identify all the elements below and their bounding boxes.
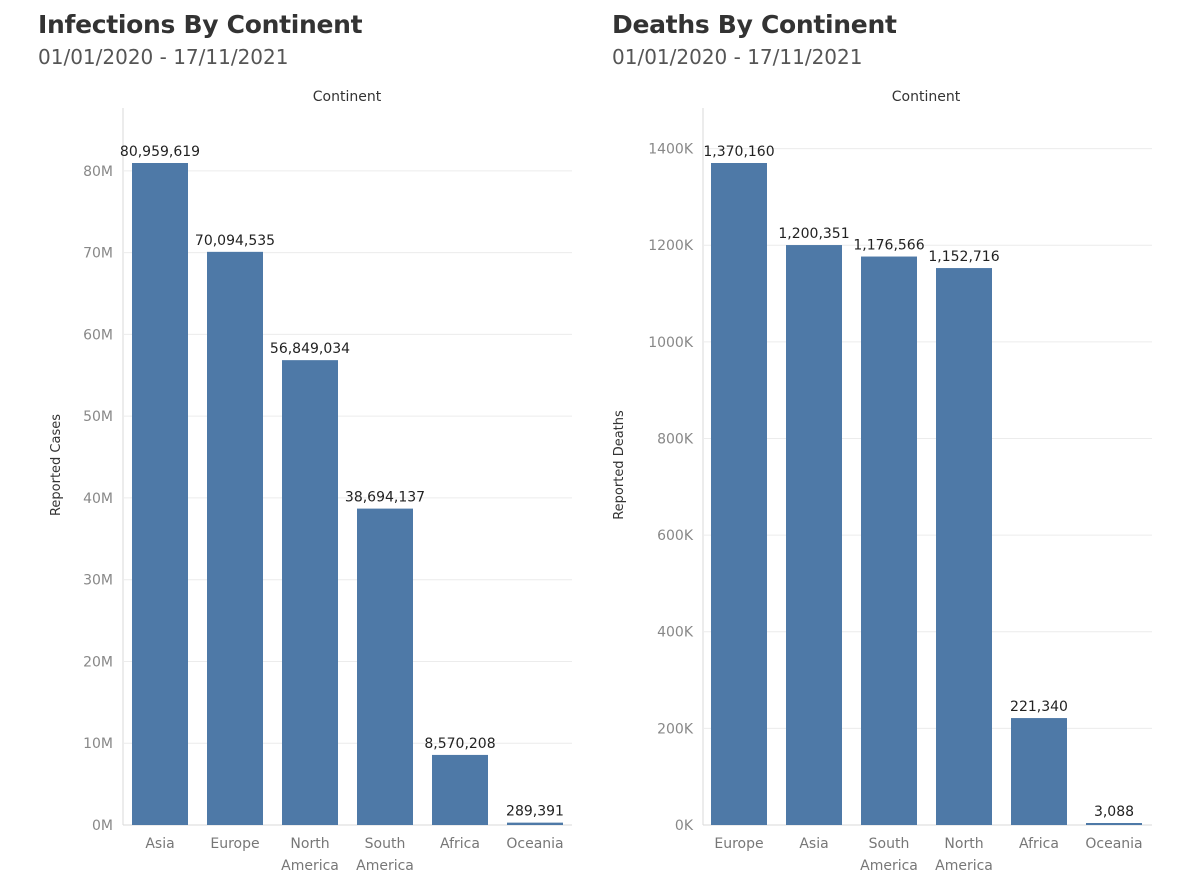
y-tick-label: 600K	[657, 528, 694, 544]
chart-title-deaths: Deaths By Continent	[612, 10, 897, 39]
bar	[1011, 718, 1067, 825]
x-tick-label: South	[365, 836, 406, 852]
chart-subtitle-infections: 01/01/2020 - 17/11/2021	[38, 45, 289, 69]
y-tick-label: 1000K	[648, 335, 694, 351]
column-header: Continent	[892, 89, 961, 105]
bar	[432, 754, 488, 825]
data-label: 289,391	[506, 804, 564, 820]
data-label: 1,176,566	[853, 238, 924, 254]
x-tick-label: Europe	[210, 836, 259, 852]
y-tick-label: 80M	[83, 164, 113, 180]
chart-subtitle-deaths: 01/01/2020 - 17/11/2021	[612, 45, 863, 69]
x-tick-label: Africa	[1019, 836, 1059, 852]
bar	[132, 163, 188, 825]
bar	[711, 163, 767, 825]
x-tick-label: Europe	[714, 836, 763, 852]
x-tick-label: Asia	[799, 836, 828, 852]
x-tick-label: North	[944, 836, 983, 852]
y-axis-label: Reported Cases	[49, 414, 64, 516]
bar	[1086, 823, 1142, 825]
y-tick-label: 400K	[657, 625, 694, 641]
bar	[357, 508, 413, 825]
y-tick-label: 1200K	[648, 238, 694, 254]
x-tick-label: North	[290, 836, 329, 852]
y-tick-label: 10M	[83, 736, 113, 752]
x-tick-label: America	[935, 858, 993, 874]
y-tick-label: 0M	[92, 818, 113, 834]
y-tick-label: 60M	[83, 327, 113, 343]
bar	[861, 256, 917, 825]
y-tick-label: 50M	[83, 409, 113, 425]
y-tick-label: 1400K	[648, 142, 694, 158]
data-label: 1,370,160	[703, 144, 774, 160]
infections-bar-chart: Continent 0M 10M 20M 30M 40M 50M 60M 70M 80M Repor…	[49, 89, 572, 874]
y-tick-label: 0K	[675, 818, 694, 834]
y-tick-label: 30M	[83, 573, 113, 589]
data-label: 1,152,716	[928, 249, 999, 265]
y-tick-label: 800K	[657, 431, 694, 447]
x-tick-label: Oceania	[506, 836, 563, 852]
column-header: Continent	[313, 89, 382, 105]
data-label: 80,959,619	[120, 144, 200, 160]
y-tick-label: 200K	[657, 721, 694, 737]
bar	[507, 822, 563, 825]
data-label: 1,200,351	[778, 226, 849, 242]
x-tick-label: South	[869, 836, 910, 852]
y-axis-label: Reported Deaths	[612, 410, 627, 520]
x-tick-label: America	[281, 858, 339, 874]
bar	[282, 360, 338, 825]
bar	[786, 245, 842, 825]
bar	[936, 268, 992, 825]
x-tick-label: Africa	[440, 836, 480, 852]
data-label: 3,088	[1094, 804, 1134, 820]
data-label: 56,849,034	[270, 341, 350, 357]
chart-title-infections: Infections By Continent	[38, 10, 363, 39]
deaths-bar-chart: Continent 0K 200K 400K 600K 800K 1000K 1200K 140…	[612, 89, 1152, 874]
y-tick-label: 70M	[83, 246, 113, 262]
y-tick-label: 40M	[83, 491, 113, 507]
x-tick-label: America	[356, 858, 414, 874]
data-label: 221,340	[1010, 699, 1068, 715]
x-tick-label: Asia	[145, 836, 174, 852]
y-tick-label: 20M	[83, 654, 113, 670]
data-label: 70,094,535	[195, 233, 275, 249]
x-tick-label: America	[860, 858, 918, 874]
bar	[207, 251, 263, 825]
data-label: 8,570,208	[424, 736, 495, 752]
x-tick-label: Oceania	[1085, 836, 1142, 852]
data-label: 38,694,137	[345, 490, 425, 506]
